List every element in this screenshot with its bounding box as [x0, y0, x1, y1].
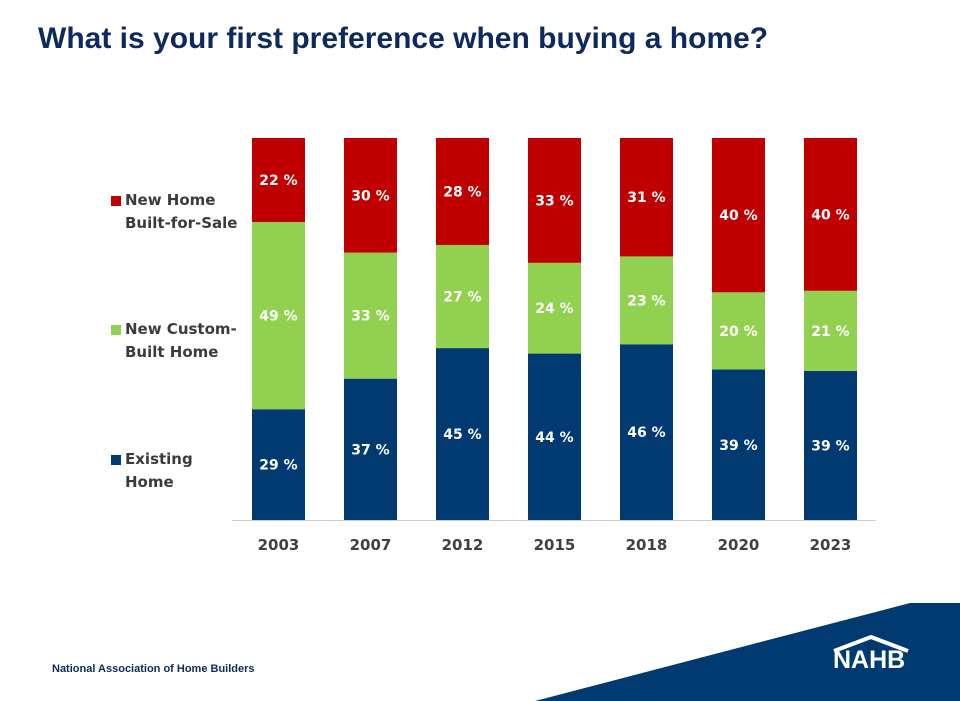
data-label-custom-2003: 49 % — [259, 309, 297, 325]
bar-existing-2023 — [804, 371, 857, 520]
data-label-existing-2003: 29 % — [259, 458, 297, 474]
data-label-existing-2018: 46 % — [627, 425, 665, 441]
x-tick-label-2018: 2018 — [626, 536, 668, 554]
legend-label-existing-line1: Existing — [125, 450, 193, 468]
data-label-custom-2020: 20 % — [719, 324, 757, 340]
data-label-forsale-2018: 31 % — [627, 190, 665, 206]
bar-existing-2007 — [344, 378, 397, 520]
legend-label-forsale: New Home Built-for-Sale — [125, 189, 265, 235]
x-tick-label-2020: 2020 — [718, 536, 760, 554]
footer-banner-shape — [535, 603, 960, 701]
bar-custom-2015 — [528, 262, 581, 354]
data-label-custom-2023: 21 % — [811, 324, 849, 340]
data-label-custom-2007: 33 % — [351, 309, 389, 325]
data-label-forsale-2012: 28 % — [443, 184, 481, 200]
nahb-logo: NAHB — [833, 646, 906, 674]
legend-swatch-forsale — [111, 196, 121, 206]
legend-label-forsale-line1: New Home — [125, 191, 216, 209]
x-tick-label-2012: 2012 — [442, 536, 484, 554]
data-label-existing-2015: 44 % — [535, 430, 573, 446]
bar-forsale-2003 — [252, 138, 305, 223]
legend-label-custom: New Custom- Built Home — [125, 318, 265, 364]
bar-existing-2012 — [436, 348, 489, 520]
data-label-existing-2023: 39 % — [811, 439, 849, 455]
x-tick-label-2015: 2015 — [534, 536, 576, 554]
bar-custom-2007 — [344, 252, 397, 379]
legend-label-custom-line2: Built Home — [125, 343, 219, 361]
logo-roof-icon — [833, 634, 909, 653]
legend-label-existing-line2: Home — [125, 473, 174, 491]
bar-forsale-2007 — [344, 138, 397, 253]
bar-forsale-2012 — [436, 138, 489, 245]
x-tick-label-2007: 2007 — [350, 536, 392, 554]
bar-existing-2015 — [528, 353, 581, 520]
data-label-forsale-2003: 22 % — [259, 173, 297, 189]
data-label-forsale-2007: 30 % — [351, 188, 389, 204]
legend-label-existing: Existing Home — [125, 448, 265, 494]
data-label-existing-2007: 37 % — [351, 442, 389, 458]
bar-forsale-2018 — [620, 138, 673, 257]
legend-swatch-existing — [111, 455, 121, 465]
bar-custom-2018 — [620, 256, 673, 345]
bar-custom-2020 — [712, 292, 765, 370]
x-tick-label-2003: 2003 — [258, 536, 300, 554]
chart-title: What is your first preference when buyin… — [38, 22, 769, 55]
bar-existing-2003 — [252, 409, 305, 520]
legend-label-custom-line1: New Custom- — [125, 320, 237, 338]
data-label-custom-2015: 24 % — [535, 301, 573, 317]
bar-existing-2018 — [620, 344, 673, 520]
data-label-existing-2020: 39 % — [719, 438, 757, 454]
x-tick-label-2023: 2023 — [810, 536, 852, 554]
bar-forsale-2020 — [712, 138, 765, 293]
legend-label-forsale-line2: Built-for-Sale — [125, 214, 238, 232]
data-label-forsale-2015: 33 % — [535, 193, 573, 209]
footer-organization-name: National Association of Home Builders — [52, 663, 255, 675]
bar-custom-2012 — [436, 244, 489, 349]
legend-swatch-custom — [111, 325, 121, 335]
bar-custom-2003 — [252, 222, 305, 410]
data-label-existing-2012: 45 % — [443, 427, 481, 443]
data-label-forsale-2020: 40 % — [719, 208, 757, 224]
data-label-forsale-2023: 40 % — [811, 207, 849, 223]
bar-forsale-2023 — [804, 138, 857, 291]
data-label-custom-2012: 27 % — [443, 290, 481, 306]
data-label-custom-2018: 23 % — [627, 293, 665, 309]
bar-existing-2020 — [712, 369, 765, 520]
bar-forsale-2015 — [528, 138, 581, 263]
bar-custom-2023 — [804, 290, 857, 372]
